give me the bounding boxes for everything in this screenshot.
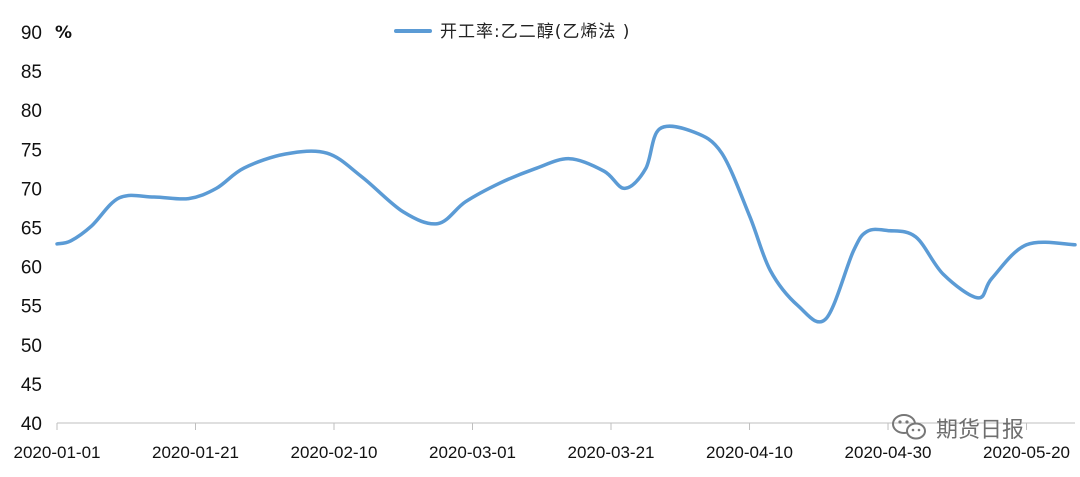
watermark: 期货日报 <box>892 414 1024 443</box>
watermark-text: 期货日报 <box>936 418 1024 443</box>
y-tick-label: 40 <box>21 414 42 435</box>
x-tick-label: 2020-03-21 <box>568 443 655 462</box>
x-tick-label: 2020-04-30 <box>845 443 932 462</box>
y-tick-label: 80 <box>21 101 42 122</box>
x-tick-label: 2020-02-10 <box>291 443 378 462</box>
legend: 开工率:乙二醇(乙烯法 ) <box>394 22 630 42</box>
y-unit-label: % <box>55 23 72 43</box>
y-axis: 40 45 50 55 60 65 70 75 80 85 90 <box>21 23 42 435</box>
y-tick-label: 50 <box>21 336 42 357</box>
x-tick-label: 2020-03-01 <box>429 443 516 462</box>
x-axis: 2020-01-01 2020-01-21 2020-02-10 2020-03-01… <box>14 423 1070 462</box>
y-tick-label: 85 <box>21 62 42 83</box>
legend-label: 开工率:乙二醇(乙烯法 ) <box>440 22 630 42</box>
y-tick-label: 65 <box>21 219 42 240</box>
y-tick-label: 55 <box>21 297 42 318</box>
y-tick-label: 75 <box>21 140 42 161</box>
x-tick-label: 2020-01-01 <box>14 443 101 462</box>
y-tick-label: 60 <box>21 258 42 279</box>
x-tick-label: 2020-01-21 <box>152 443 239 462</box>
x-tick-label: 2020-05-20 <box>983 443 1070 462</box>
x-tick-label: 2020-04-10 <box>706 443 793 462</box>
y-tick-label: 90 <box>21 23 42 44</box>
wechat-icon <box>892 414 926 440</box>
series-line <box>55 124 1077 324</box>
y-tick-label: 70 <box>21 179 42 200</box>
y-tick-label: 45 <box>21 375 42 396</box>
